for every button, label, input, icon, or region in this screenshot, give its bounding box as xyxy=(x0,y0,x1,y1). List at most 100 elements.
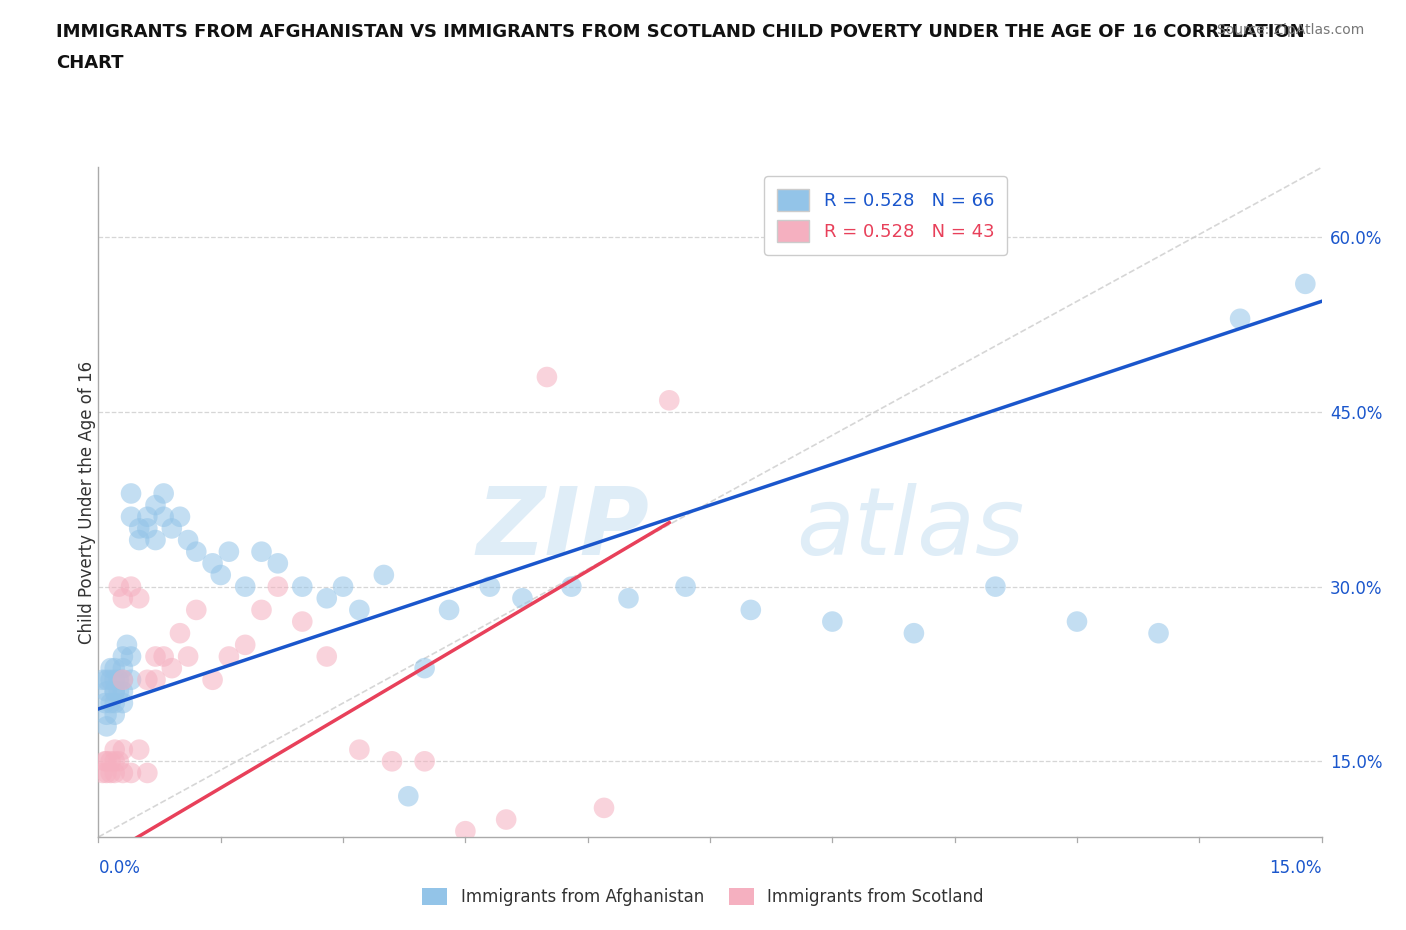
Point xyxy=(94,696,117,711)
Point xyxy=(100,660,122,675)
Point xyxy=(111,696,134,711)
Text: 15.0%: 15.0% xyxy=(1270,859,1322,877)
Point xyxy=(128,533,150,548)
Point xyxy=(209,567,232,582)
Point xyxy=(1229,312,1251,326)
Point xyxy=(111,660,134,675)
Point xyxy=(96,719,118,734)
Point xyxy=(145,498,167,512)
Point xyxy=(108,684,131,698)
Point xyxy=(104,684,127,698)
Text: ZIP: ZIP xyxy=(477,483,650,575)
Point xyxy=(96,708,118,723)
Point xyxy=(104,684,127,698)
Point xyxy=(120,672,142,687)
Point xyxy=(104,696,127,711)
Point xyxy=(233,579,256,594)
Point xyxy=(821,614,844,629)
Legend: Immigrants from Afghanistan, Immigrants from Scotland: Immigrants from Afghanistan, Immigrants … xyxy=(416,881,990,912)
Point xyxy=(128,742,150,757)
Point xyxy=(177,533,200,548)
Point xyxy=(128,521,150,536)
Point xyxy=(145,649,167,664)
Point xyxy=(111,684,134,698)
Point xyxy=(111,742,134,757)
Point xyxy=(136,765,159,780)
Point xyxy=(111,672,134,687)
Point xyxy=(250,544,273,559)
Point xyxy=(100,765,122,780)
Point xyxy=(115,637,138,652)
Point xyxy=(218,649,240,664)
Point xyxy=(108,579,131,594)
Point xyxy=(94,754,117,769)
Point xyxy=(250,603,273,618)
Point xyxy=(186,603,208,618)
Point xyxy=(315,591,337,605)
Point xyxy=(108,754,131,769)
Point xyxy=(160,660,183,675)
Point xyxy=(152,510,174,525)
Point xyxy=(145,672,167,687)
Point xyxy=(104,754,127,769)
Point xyxy=(267,579,290,594)
Point xyxy=(349,603,371,618)
Point xyxy=(233,637,256,652)
Point xyxy=(111,591,134,605)
Point xyxy=(145,533,167,548)
Point xyxy=(96,754,118,769)
Point xyxy=(91,765,114,780)
Point xyxy=(437,603,460,618)
Point xyxy=(560,579,582,594)
Point xyxy=(96,765,118,780)
Point xyxy=(120,510,142,525)
Point xyxy=(91,672,114,687)
Point xyxy=(120,486,142,501)
Point xyxy=(413,660,436,675)
Text: IMMIGRANTS FROM AFGHANISTAN VS IMMIGRANTS FROM SCOTLAND CHILD POVERTY UNDER THE : IMMIGRANTS FROM AFGHANISTAN VS IMMIGRANT… xyxy=(56,23,1305,41)
Point xyxy=(454,824,477,839)
Point xyxy=(120,649,142,664)
Point xyxy=(104,742,127,757)
Point xyxy=(120,579,142,594)
Point xyxy=(536,369,558,384)
Point xyxy=(267,556,290,571)
Legend: R = 0.528   N = 66, R = 0.528   N = 43: R = 0.528 N = 66, R = 0.528 N = 43 xyxy=(763,177,1007,255)
Point xyxy=(120,765,142,780)
Point xyxy=(1066,614,1088,629)
Point xyxy=(218,544,240,559)
Point xyxy=(903,626,925,641)
Point xyxy=(373,567,395,582)
Point xyxy=(1294,276,1316,291)
Y-axis label: Child Poverty Under the Age of 16: Child Poverty Under the Age of 16 xyxy=(79,361,96,644)
Point xyxy=(396,789,419,804)
Point xyxy=(152,486,174,501)
Point xyxy=(177,649,200,664)
Text: Source: ZipAtlas.com: Source: ZipAtlas.com xyxy=(1216,23,1364,37)
Point xyxy=(160,521,183,536)
Point xyxy=(740,603,762,618)
Point xyxy=(152,649,174,664)
Point xyxy=(512,591,534,605)
Point xyxy=(100,696,122,711)
Point xyxy=(96,684,118,698)
Point xyxy=(100,672,122,687)
Point xyxy=(478,579,501,594)
Point xyxy=(104,708,127,723)
Point xyxy=(349,742,371,757)
Point xyxy=(169,626,191,641)
Point xyxy=(984,579,1007,594)
Point xyxy=(136,510,159,525)
Text: 0.0%: 0.0% xyxy=(98,859,141,877)
Point xyxy=(381,754,404,769)
Point xyxy=(593,801,616,816)
Point xyxy=(186,544,208,559)
Point xyxy=(617,591,640,605)
Point xyxy=(675,579,697,594)
Point xyxy=(291,614,314,629)
Text: CHART: CHART xyxy=(56,54,124,72)
Point xyxy=(111,765,134,780)
Point xyxy=(108,672,131,687)
Point xyxy=(332,579,354,594)
Point xyxy=(111,672,134,687)
